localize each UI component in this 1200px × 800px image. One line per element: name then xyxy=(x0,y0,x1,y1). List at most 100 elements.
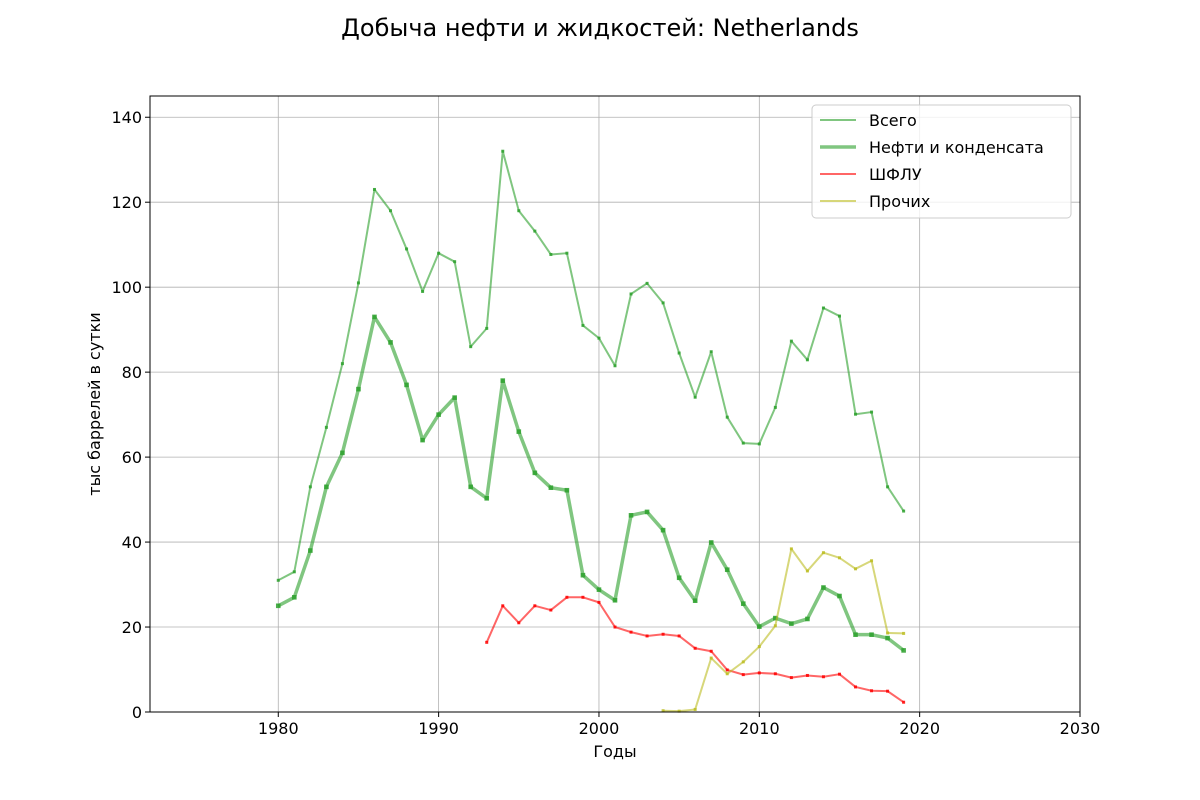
data-point xyxy=(629,292,633,296)
legend: Всего Нефти и конденсата ШФЛУ Прочих xyxy=(811,104,1072,219)
data-point xyxy=(372,314,377,320)
data-point xyxy=(389,209,393,213)
data-point xyxy=(693,707,697,711)
y-tick-label: 20 xyxy=(122,618,142,637)
data-point xyxy=(740,601,746,606)
data-point xyxy=(517,209,521,213)
data-point xyxy=(757,624,762,629)
data-point xyxy=(484,496,490,501)
data-point xyxy=(436,412,441,417)
data-point xyxy=(692,598,698,603)
data-point xyxy=(773,624,777,628)
data-point xyxy=(773,405,777,409)
data-point xyxy=(886,485,890,489)
data-point xyxy=(902,509,906,513)
data-point xyxy=(837,593,842,599)
data-point xyxy=(870,689,874,693)
legend-label-total: Всего xyxy=(869,111,917,130)
data-point xyxy=(645,634,649,638)
data-point xyxy=(870,559,874,563)
data-point xyxy=(821,585,826,590)
data-point xyxy=(677,634,681,638)
data-point xyxy=(533,604,537,608)
x-tick-label: 1980 xyxy=(258,719,299,738)
data-point xyxy=(757,645,761,649)
data-point xyxy=(565,251,569,255)
data-point xyxy=(661,709,665,713)
data-point xyxy=(548,485,554,490)
plot-series xyxy=(275,149,906,713)
x-tick-label: 2010 xyxy=(739,719,780,738)
data-point xyxy=(853,632,858,637)
data-point xyxy=(597,600,601,604)
data-point xyxy=(821,306,825,310)
axis-ticks: 1980 1990 2000 2010 2020 2030 0 20 40 60 80 100 120 1… xyxy=(111,108,1100,738)
y-axis-label: тыс баррелей в сутки xyxy=(85,312,104,495)
legend-label-oil-condensate: Нефти и конденсата xyxy=(869,138,1044,157)
data-point xyxy=(724,567,730,572)
data-point xyxy=(644,509,650,515)
data-point xyxy=(533,229,537,233)
data-point xyxy=(708,540,714,545)
data-point xyxy=(789,339,793,343)
y-tick-label: 0 xyxy=(132,703,142,722)
data-point xyxy=(757,671,761,675)
data-point xyxy=(676,575,682,581)
data-point xyxy=(500,378,506,383)
y-tick-label: 140 xyxy=(111,108,142,127)
data-point xyxy=(421,289,425,293)
data-point xyxy=(757,442,761,446)
data-point xyxy=(902,631,906,635)
legend-label-ngl: ШФЛУ xyxy=(869,165,922,184)
data-point xyxy=(886,631,890,635)
series-line-total xyxy=(277,150,905,582)
y-tick-label: 60 xyxy=(122,448,142,467)
data-point xyxy=(275,603,281,609)
data-point xyxy=(356,386,361,392)
data-point xyxy=(837,556,841,560)
data-point xyxy=(725,672,729,676)
y-tick-label: 100 xyxy=(111,278,142,297)
data-point xyxy=(677,709,681,713)
data-point xyxy=(805,673,809,677)
data-point xyxy=(725,415,729,419)
data-point xyxy=(837,672,841,676)
data-point xyxy=(677,351,681,355)
data-point xyxy=(709,649,713,653)
data-point xyxy=(773,615,778,621)
series-line-other xyxy=(663,547,904,713)
x-tick-label: 2000 xyxy=(579,719,620,738)
series-total xyxy=(276,149,906,582)
legend-box xyxy=(811,104,1072,219)
data-point xyxy=(324,484,329,490)
series-other xyxy=(661,547,906,713)
data-point xyxy=(581,595,585,599)
series-ngl xyxy=(485,595,906,704)
data-point xyxy=(485,326,489,330)
data-point xyxy=(789,676,793,680)
y-tick-label: 120 xyxy=(111,193,142,212)
data-point xyxy=(789,621,794,626)
series-oil-condensate xyxy=(275,314,906,653)
data-point xyxy=(564,487,570,493)
data-point xyxy=(613,625,617,629)
data-point xyxy=(854,567,858,571)
data-point xyxy=(308,485,312,489)
data-point xyxy=(452,395,457,400)
data-point xyxy=(372,187,376,191)
data-point xyxy=(340,362,344,366)
legend-label-other: Прочих xyxy=(869,192,930,211)
data-point xyxy=(356,281,360,285)
data-point xyxy=(629,630,633,634)
data-point xyxy=(453,260,457,264)
data-point xyxy=(388,340,393,345)
data-point xyxy=(741,673,745,677)
x-axis-label: Годы xyxy=(593,742,636,761)
plot-frame xyxy=(149,95,1081,713)
data-point xyxy=(340,450,345,456)
data-point xyxy=(516,429,522,434)
data-point xyxy=(565,595,569,599)
data-point xyxy=(581,323,585,327)
data-point xyxy=(870,410,874,414)
